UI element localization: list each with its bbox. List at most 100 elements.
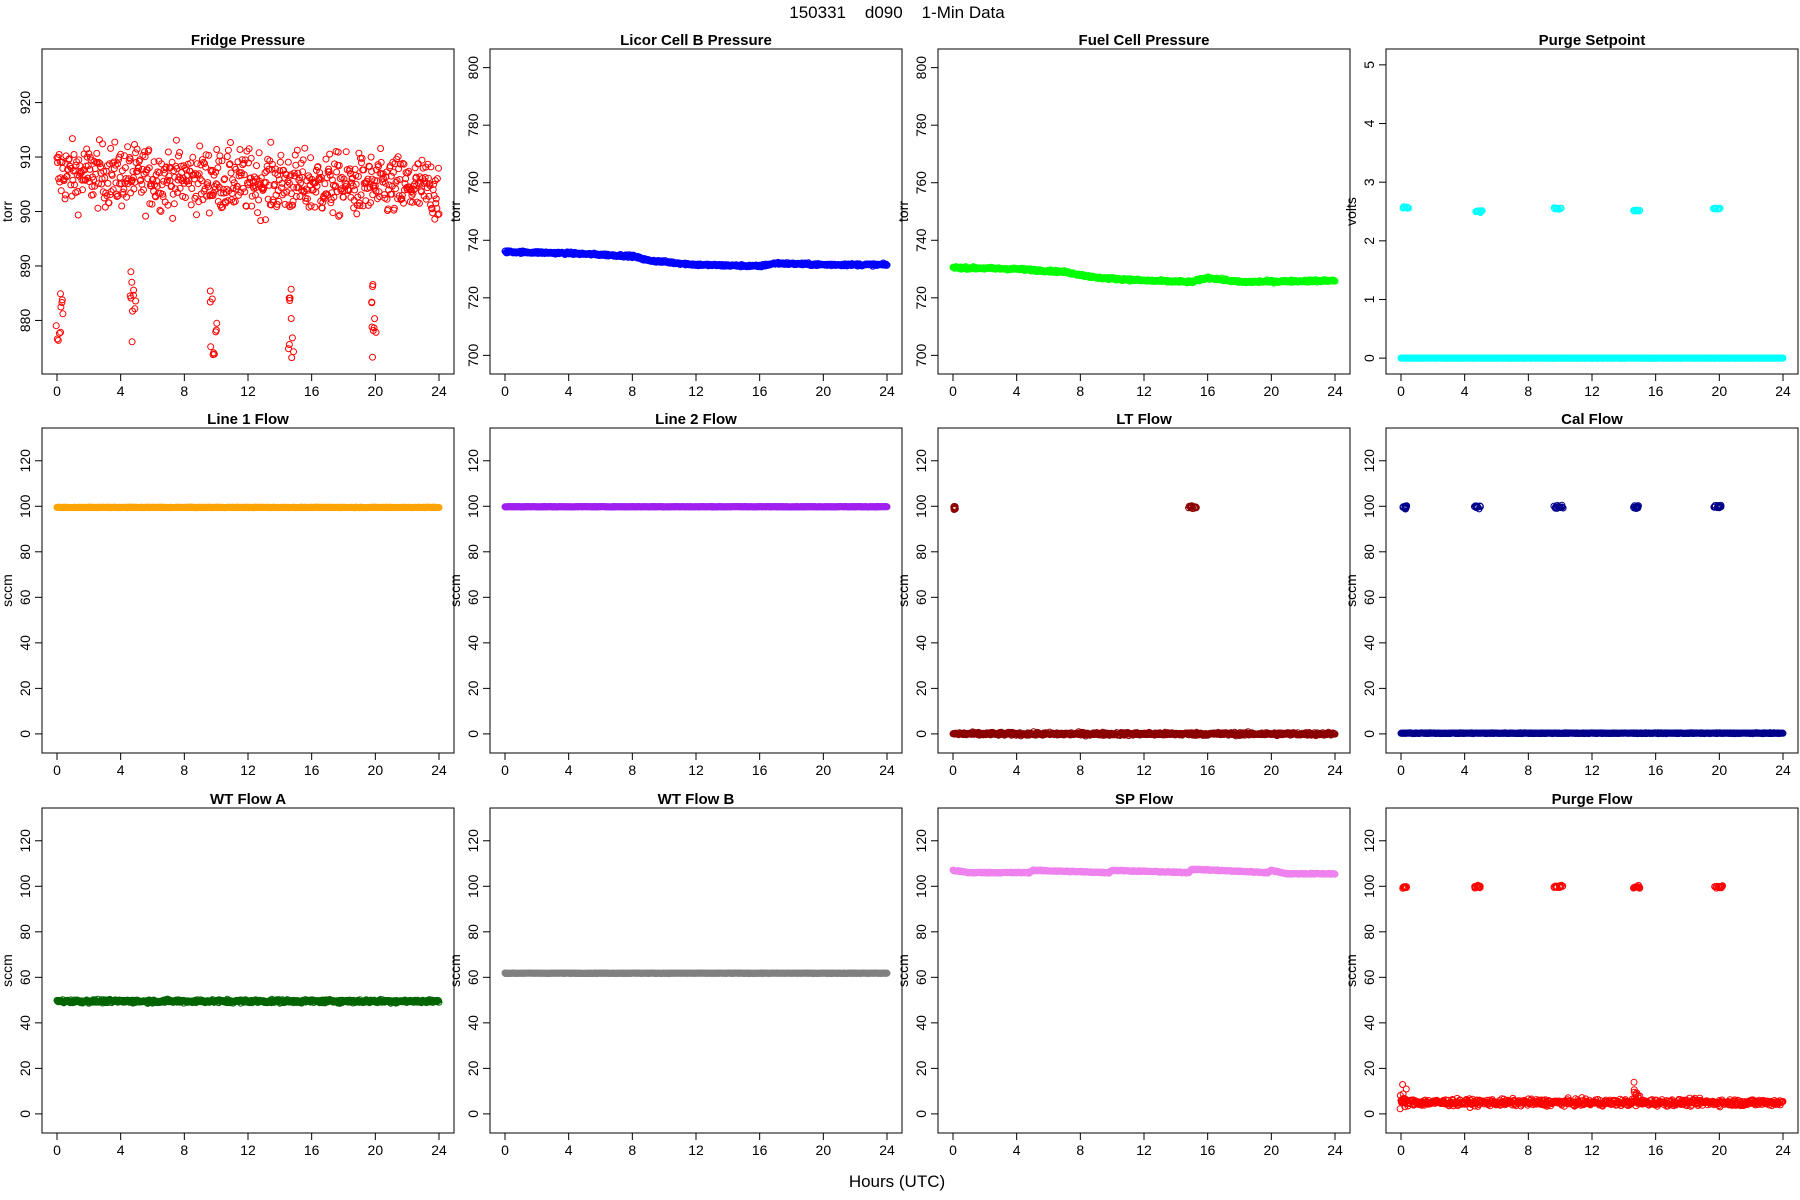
data-point	[199, 196, 207, 204]
data-point	[133, 145, 141, 153]
data-point	[131, 305, 139, 313]
data-point	[108, 171, 116, 179]
y-axis-label: sccm	[447, 574, 463, 607]
data-point	[427, 163, 435, 171]
data-point	[328, 176, 336, 184]
x-tick-label: 0	[53, 762, 61, 778]
data-point	[415, 199, 423, 207]
data-point	[213, 146, 221, 153]
data-point	[369, 281, 377, 288]
data-point	[93, 149, 101, 157]
data-point	[324, 191, 332, 199]
x-tick-label: 8	[1524, 383, 1532, 399]
data-point	[177, 162, 185, 170]
data-point	[185, 180, 193, 188]
y-tick-label: 20	[913, 680, 929, 696]
x-tick-label: 12	[240, 383, 256, 399]
data-point	[430, 180, 438, 188]
data-point	[253, 162, 260, 170]
data-point	[193, 211, 200, 219]
data-point	[241, 188, 249, 196]
data-point	[240, 159, 248, 167]
data-point	[196, 142, 204, 150]
data-point	[153, 177, 161, 185]
data-point	[383, 195, 391, 203]
data-point	[56, 178, 64, 186]
x-tick-label: 4	[565, 383, 573, 399]
data-point	[116, 173, 124, 181]
data-point	[123, 193, 130, 201]
y-tick-label: 880	[17, 309, 33, 333]
data-point	[206, 298, 214, 306]
x-tick-label: 0	[501, 762, 509, 778]
data-point	[143, 166, 151, 174]
data-point	[141, 148, 148, 156]
data-point	[354, 172, 362, 180]
data-point	[55, 329, 63, 337]
data-point	[434, 211, 442, 219]
data-point	[405, 167, 413, 175]
data-point	[319, 198, 327, 206]
data-point	[289, 201, 297, 209]
data-point	[328, 189, 336, 197]
data-point	[292, 193, 300, 200]
x-tick-label: 16	[752, 762, 768, 778]
data-point	[385, 186, 393, 194]
data-point	[240, 171, 248, 179]
x-tick-label: 24	[1327, 762, 1343, 778]
x-tick-label: 12	[688, 383, 704, 399]
data-point	[387, 172, 395, 180]
data-point	[404, 169, 412, 177]
data-points	[949, 263, 1339, 287]
data-point	[374, 195, 381, 203]
data-point	[204, 179, 212, 187]
data-point	[293, 146, 301, 154]
data-point	[129, 307, 136, 315]
data-point	[285, 345, 292, 353]
plot-frame	[41, 427, 455, 754]
data-point	[69, 176, 77, 184]
data-point	[95, 159, 103, 166]
x-tick-label: 0	[501, 383, 509, 399]
data-point	[55, 151, 63, 158]
data-point	[112, 179, 120, 187]
data-point	[372, 328, 380, 336]
plot-frame	[937, 48, 1351, 375]
plot-frame	[1385, 48, 1799, 375]
x-tick-label: 4	[117, 762, 125, 778]
data-point	[285, 179, 293, 187]
data-point	[353, 210, 361, 218]
y-tick-label: 800	[913, 56, 929, 80]
data-point	[271, 180, 278, 188]
data-point	[61, 195, 69, 203]
y-tick-label: 40	[465, 635, 481, 651]
x-tick-label: 24	[879, 762, 895, 778]
data-point	[121, 164, 129, 172]
data-point	[92, 158, 100, 166]
data-point	[237, 171, 245, 179]
y-tick-label: 2	[1361, 237, 1377, 245]
data-point	[175, 152, 182, 160]
data-point	[215, 157, 223, 165]
data-point	[313, 182, 321, 190]
data-point	[105, 199, 113, 207]
data-point	[409, 189, 417, 197]
data-point	[132, 297, 140, 305]
data-point	[72, 161, 80, 169]
data-point	[388, 190, 396, 198]
x-tick-label: 4	[1013, 762, 1021, 778]
data-point	[257, 174, 265, 182]
data-point	[221, 175, 229, 183]
plot-frame	[489, 427, 903, 754]
x-tick-label: 0	[1397, 383, 1405, 399]
data-point	[325, 165, 333, 173]
x-tick-label: 8	[1076, 762, 1084, 778]
data-point	[394, 153, 402, 161]
data-point	[361, 184, 369, 192]
data-point	[236, 146, 244, 153]
chart-title: Fuel Cell Pressure	[1079, 32, 1210, 49]
y-tick-label: 100	[17, 494, 33, 518]
data-point	[435, 210, 443, 218]
y-tick-label: 720	[913, 286, 929, 310]
